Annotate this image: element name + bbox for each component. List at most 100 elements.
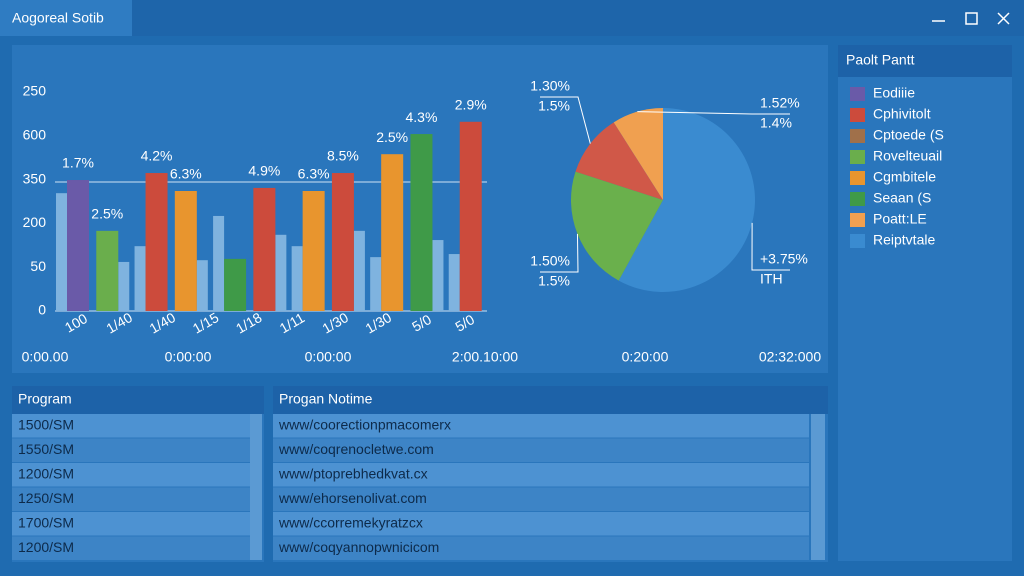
table-row xyxy=(273,512,809,536)
bar xyxy=(145,173,168,311)
time-label: 0:00:00 xyxy=(165,349,212,365)
bar-label: 4.3% xyxy=(405,109,437,125)
window-title: Aogoreal Sotib xyxy=(12,10,104,26)
bar xyxy=(253,187,276,311)
legend-item: Rovelteuail xyxy=(873,148,942,164)
pie-slice xyxy=(575,122,663,200)
pie-label: 1.52% xyxy=(760,95,800,111)
table-cell: www/ccorremekyratzcx xyxy=(278,515,423,531)
bar-label: 6.3% xyxy=(298,166,330,182)
table-cell: www/coqrenocletwe.com xyxy=(278,441,434,457)
pie-sublabel: 1.5% xyxy=(538,98,570,114)
table-row xyxy=(12,463,250,487)
left-header: Program xyxy=(18,391,72,407)
bar-label: 4.2% xyxy=(141,148,173,164)
leader-line xyxy=(540,233,579,273)
title-tab[interactable] xyxy=(0,0,132,36)
secondary-bar xyxy=(213,215,225,311)
legend-swatch xyxy=(850,150,865,164)
table-row xyxy=(12,512,250,536)
table-cell: 1700/SM xyxy=(18,515,74,531)
table-cell: www/coqyannopwnicicom xyxy=(278,539,439,555)
left-table-header xyxy=(12,386,264,414)
table-cell: 1200/SM xyxy=(18,466,74,482)
pie-label: +3.75% xyxy=(760,251,808,267)
legend-item: Cptoede (S xyxy=(873,127,944,143)
pie-slice xyxy=(618,108,755,292)
bar-label: 2.5% xyxy=(376,129,408,145)
secondary-bar xyxy=(370,257,382,311)
table-cell: 1200/SM xyxy=(18,539,74,555)
table-row xyxy=(273,463,809,487)
legend-panel xyxy=(838,45,1012,561)
table-cell: www/ptoprebhedkvat.cx xyxy=(278,466,428,482)
legend-item: Cphivitolt xyxy=(873,106,931,122)
bar xyxy=(331,173,354,311)
secondary-bar xyxy=(448,254,460,311)
table-row xyxy=(273,487,809,511)
table-row xyxy=(12,438,250,462)
table-row xyxy=(273,414,809,438)
bar xyxy=(302,190,325,311)
bar xyxy=(174,190,197,311)
pie-sublabel: ITH xyxy=(760,271,783,287)
y-tick-label: 0 xyxy=(38,302,46,318)
table-cell: 1250/SM xyxy=(18,490,74,506)
close-button[interactable] xyxy=(997,12,1010,25)
time-label: 2:00.10:00 xyxy=(452,349,518,365)
table-cell: www/coorectionpmacomerx xyxy=(278,417,451,433)
scrollbar xyxy=(250,414,262,560)
time-label: 0:20:00 xyxy=(622,349,669,365)
secondary-bar xyxy=(353,230,365,311)
time-label: 0:00:00 xyxy=(305,349,352,365)
bar xyxy=(459,121,482,311)
pie-label: 1.50% xyxy=(530,253,570,269)
legend-item: Eodiiie xyxy=(873,85,915,101)
table-cell: 1500/SM xyxy=(18,417,74,433)
bar xyxy=(410,134,433,311)
bar-label: 2.9% xyxy=(455,96,487,112)
leader-line xyxy=(751,222,790,271)
bar-label: 2.5% xyxy=(91,206,123,222)
secondary-bar xyxy=(275,234,287,311)
right-header: Progan Notime xyxy=(279,391,373,407)
table-row xyxy=(12,536,250,560)
secondary-bar xyxy=(56,193,67,311)
table-row xyxy=(273,536,809,560)
pie-slice xyxy=(571,171,663,281)
legend-swatch xyxy=(850,87,865,101)
secondary-bar xyxy=(134,246,146,311)
y-tick-label: 250 xyxy=(23,83,47,99)
y-tick-label: 200 xyxy=(23,214,47,230)
scrollbar xyxy=(811,414,825,560)
legend-header xyxy=(838,45,1012,77)
legend-item: Poatt:LE xyxy=(873,211,927,227)
bar-label: 1.7% xyxy=(62,155,94,171)
bar xyxy=(224,258,247,311)
right-table-header xyxy=(273,386,828,414)
time-label: 02:32:000 xyxy=(759,349,821,365)
bar-label: 6.3% xyxy=(170,166,202,182)
bar-label: 8.5% xyxy=(327,148,359,164)
legend-swatch xyxy=(850,129,865,143)
y-tick-label: 600 xyxy=(23,127,47,143)
maximize-button[interactable] xyxy=(965,12,978,25)
legend-title: Paolt Pantt xyxy=(846,52,915,68)
leader-line xyxy=(540,96,591,144)
secondary-bar xyxy=(118,261,130,311)
pie-slice xyxy=(613,108,663,200)
secondary-bar xyxy=(291,246,303,311)
secondary-bar xyxy=(196,260,208,311)
secondary-bar xyxy=(432,240,444,311)
legend-item: Cgmbitele xyxy=(873,169,936,185)
legend-swatch xyxy=(850,192,865,206)
legend-swatch xyxy=(850,108,865,122)
legend-swatch xyxy=(850,234,865,248)
pie-sublabel: 1.5% xyxy=(538,273,570,289)
time-label: 0:00.00 xyxy=(22,349,69,365)
title-bar xyxy=(0,0,1024,36)
table-row xyxy=(12,414,250,438)
table-row xyxy=(12,487,250,511)
table-cell: 1550/SM xyxy=(18,441,74,457)
